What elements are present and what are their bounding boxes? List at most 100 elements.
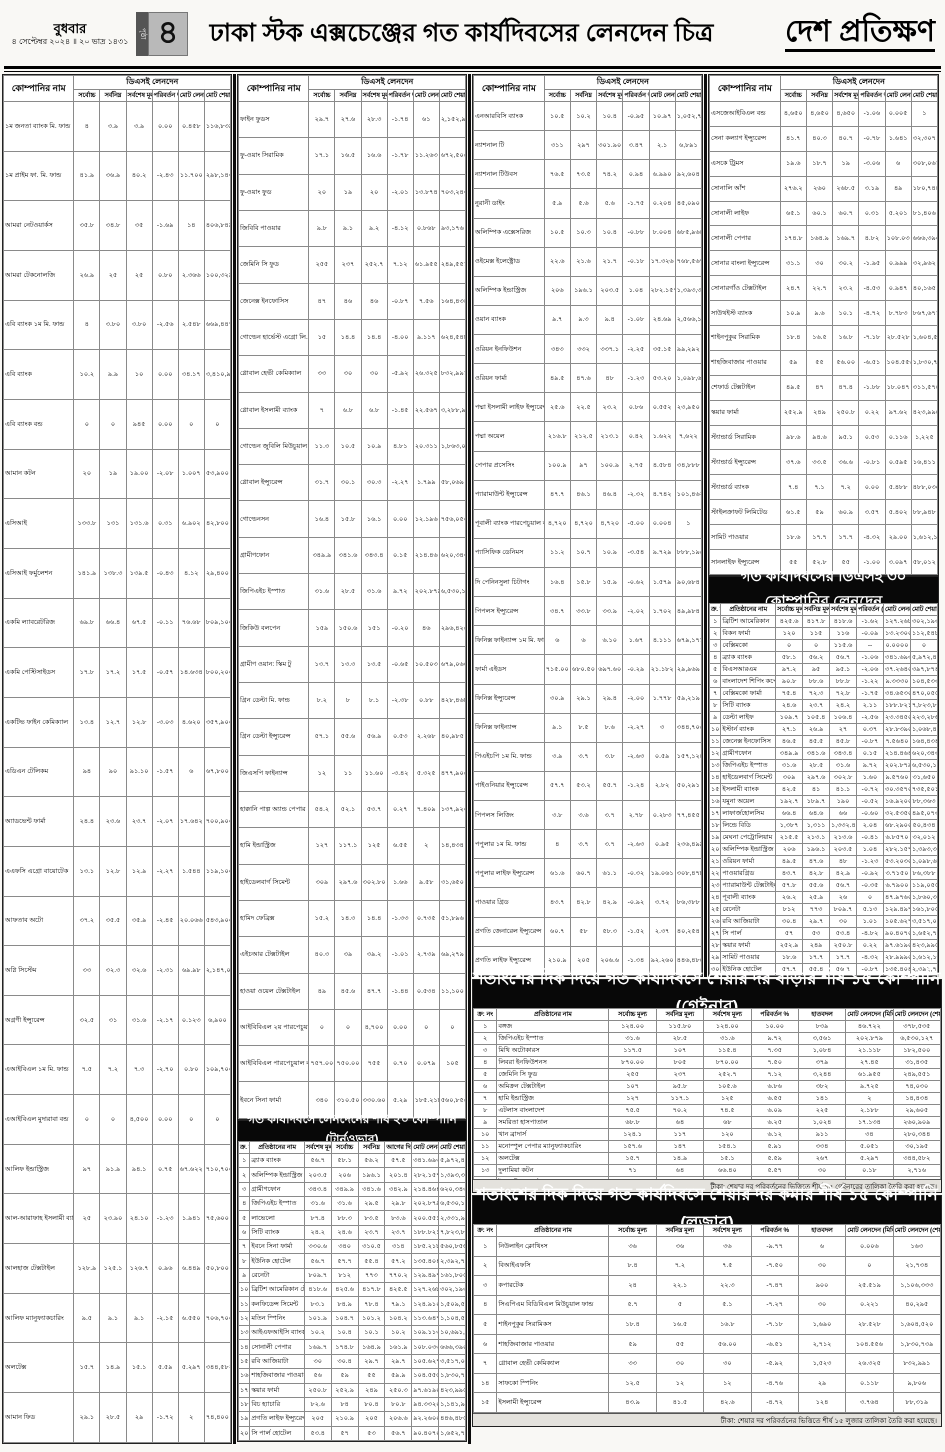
table-cell: ৬৯.৮	[73, 597, 101, 649]
table-cell: ১.৫৪৪	[177, 845, 205, 897]
column-header: সর্বশেষ মূল্য	[360, 89, 388, 102]
serial-number: ১৪	[473, 1176, 498, 1179]
table-cell: ২১.৬	[569, 246, 598, 277]
table-cell: ৩৪১.৬৯৩০	[411, 1152, 440, 1169]
table-cell: ৯.৭	[543, 304, 571, 336]
company-name: পপুলার লাইফ ইন্স্যুরেন্স	[473, 858, 545, 889]
serial-number: ২৭	[709, 927, 722, 940]
table-cell: ৩০	[797, 1255, 847, 1277]
table-cell: ৩৪৪,৫৮২	[892, 1152, 941, 1165]
header-divider	[4, 66, 941, 72]
table-cell: ১০৭	[608, 1080, 657, 1093]
table-row: স্টাইলক্রাফট লিমিটেড ৬১.৫ ৫৯ ৬০.৯ ৩.৫৭ ৫.৪০২ ৮…	[709, 499, 939, 526]
table-cell: ৬	[569, 625, 598, 656]
table-cell: ৩.৭	[596, 829, 624, 860]
table-cell: -০.১১	[151, 597, 179, 649]
table-cell: -২.৫৬	[856, 711, 884, 724]
table-row: ৯ সমরিতা হাসপাতাল ৬৮.৮ ৬৪ ৬৮ ৬.২৫ ১,০২৪ ১৭.১৩৪ ২…	[473, 1116, 941, 1129]
table-cell: ০.০০৫	[884, 101, 912, 127]
section-table-head: ক্র. নংপ্রতিষ্ঠানের নামসর্বোচ্চ মূল্যসর্…	[709, 603, 938, 616]
table-cell: ৭৭৩	[357, 1267, 386, 1284]
table-cell: ১.০০৭	[177, 448, 205, 500]
table-cell: ৬	[543, 625, 571, 656]
table-cell: -২.০১	[386, 173, 414, 211]
table-cell: ২৬.৩২৫	[412, 355, 440, 393]
column-header: সর্বোচ্চ মূল্য	[608, 1224, 657, 1237]
table-cell: ২৫০.৮	[303, 1382, 332, 1398]
table-cell: ৭০৬,৭০০	[203, 1292, 232, 1344]
column-header: সর্বোচ্চ মূল্য	[608, 1008, 657, 1021]
table-cell: ২০০.৫৫১০	[411, 1210, 440, 1226]
serial-number: ১১	[473, 1140, 498, 1153]
table-cell: ৪৭.৭	[360, 972, 388, 1010]
gainer-section: শতাংশের দিক দিয়ে গত কার্যদিবসে শেয়ার দ…	[472, 969, 942, 1193]
table-cell: ৩৪.৮	[99, 200, 127, 251]
table-cell: ৮১,৪০৬	[910, 200, 939, 227]
table-cell: ৪.৮১	[386, 427, 414, 466]
table-row: ১ নিউলাইন ক্লোথিংস ৩৬ ৩৬ ৩৬ -৯.৭৭ ৬ ০.০০৬ ১৬৩	[473, 1236, 941, 1257]
table-row: ১৪ সাফকো স্পিনিং ১২.৫ ১২ ১২ -৪.৭৬ ২৯ ০.১১৮ ৯,৮০৬	[473, 1372, 941, 1394]
table-cell: ১,৬০৪,৫২০	[892, 1314, 941, 1335]
table-cell: ৫.৫৯	[750, 1152, 799, 1165]
table-cell: ২৯.৫	[357, 1196, 386, 1212]
column-header: মোট শেয়ার সংখ্যা	[910, 89, 939, 102]
table-cell: ২৯.১	[569, 683, 598, 714]
table-cell: ১৯০	[829, 795, 858, 808]
table-cell: ১০.২	[303, 1325, 332, 1341]
table-cell: ৪১	[802, 783, 831, 796]
table-cell: ৮৮.৬	[802, 675, 831, 688]
loser-table-wrap: ক্র: নং প্রতিষ্ঠানের নাম সর্বোচ্চ মূল্য সর্…	[473, 1224, 941, 1413]
table-cell: ৫.০৫১	[845, 1140, 894, 1153]
table-row: এবি ব্যাংক বন্ড ০ ০ ৯৪৫ ০.০০ ০ ০	[2, 398, 232, 450]
table-cell: ২৮.৫২৮	[884, 325, 912, 351]
table-cell: ৯০	[99, 746, 127, 798]
serial-number: ২০	[709, 843, 722, 856]
table-cell: ১০৪.৫৫৬০	[411, 1368, 440, 1384]
company-name: ইবনে সিনা ফার্মা	[249, 1239, 305, 1255]
company-name: ফিনিক্স ফাইন্যান্স	[473, 712, 545, 743]
table-row: ১৬শাহজিবাজার পাওয়ার৫৬৫৯৫৫৫৯.৯১০৪.৫৫৬০১,…	[238, 1368, 466, 1384]
table-cell: ২৫৫	[308, 246, 336, 284]
table-cell: ৪৫.৬	[334, 972, 362, 1010]
page-word-label: পৃষ্ঠা	[136, 12, 148, 56]
table-cell: ৭.৫	[703, 1255, 752, 1277]
serial-number: ১	[473, 1020, 498, 1033]
table-cell: ৩৪.৬৫৩০	[882, 687, 911, 700]
table-cell: ০.১৮	[845, 1164, 894, 1177]
header-row: ক্র: নং প্রতিষ্ঠানের নাম সর্বোচ্চ মূল্য সর্…	[473, 1224, 941, 1237]
table-cell: ৫৭	[775, 927, 804, 940]
table-cell: ৩০৯	[308, 863, 336, 901]
table-row: গ্রামীণফোন ৩৪৯.৯ ৩৪১.৬ ৩৪৩.৪ ০.১৫ ২১৪.৪৬ ৬২০,৩…	[237, 536, 467, 575]
table-cell: ১০৫.৪	[802, 711, 831, 724]
table-cell: ৫৩.৭	[360, 790, 388, 829]
column-header: সর্বনিম্ন মূল্য	[802, 603, 831, 616]
table-cell: ১.৬৭	[622, 625, 650, 656]
table-cell: ২৫২.৭	[703, 1068, 752, 1081]
company-name: নিউলাইন ক্লোথিংস	[496, 1236, 610, 1257]
table-cell: ২৮০,৩৪৪	[892, 1128, 941, 1141]
table-row: ২৯ সামিট পাওয়ার ১৮.৬ ১৭.৭ ১৭.৭ -৪.৩২ ২৮.৯৯৯০ ১…	[709, 951, 938, 964]
table-row: আমান কটন ২০ ১৯ ১৯.০০ -২.০৮ ১.০০৭ ৫৩,৯০০	[2, 448, 232, 500]
company-name: খান ব্রাদার্স	[496, 1128, 610, 1141]
table-cell: ৫৬.২	[802, 651, 831, 664]
table-cell: ২৯	[797, 1372, 847, 1394]
table-cell: ১২০	[703, 1128, 752, 1141]
table-cell: ৩৪১.৬	[357, 1181, 386, 1198]
table-cell: ১৯.০৬১	[648, 858, 676, 889]
table-cell: ২,৩৯২,৭২৭	[909, 963, 938, 976]
table-cell: ১৩.৮৭৪	[412, 173, 440, 211]
table-cell: ৪০.৩	[308, 936, 336, 974]
company-name: পাওয়ারগ্রিড	[720, 867, 777, 880]
table-cell: ১২.১৯৬	[412, 500, 440, 538]
table-cell: ২,৫৬৬,১৮০	[674, 304, 703, 336]
table-cell: ৮৩.৫	[357, 1210, 386, 1226]
table-cell: ৪৯	[884, 175, 912, 202]
serial-number: ১৯	[238, 1411, 251, 1427]
table-cell: ২৩,৯৫০	[674, 392, 703, 423]
table-cell: ৭.২	[655, 1255, 705, 1277]
turnover-title: গত কার্যদিবসে লেনদেনের শীর্ষ ২০ কোম্পানি…	[238, 1112, 466, 1146]
serial-number: ৩	[473, 1275, 498, 1296]
table-cell: ২০৩.৫	[829, 843, 858, 856]
